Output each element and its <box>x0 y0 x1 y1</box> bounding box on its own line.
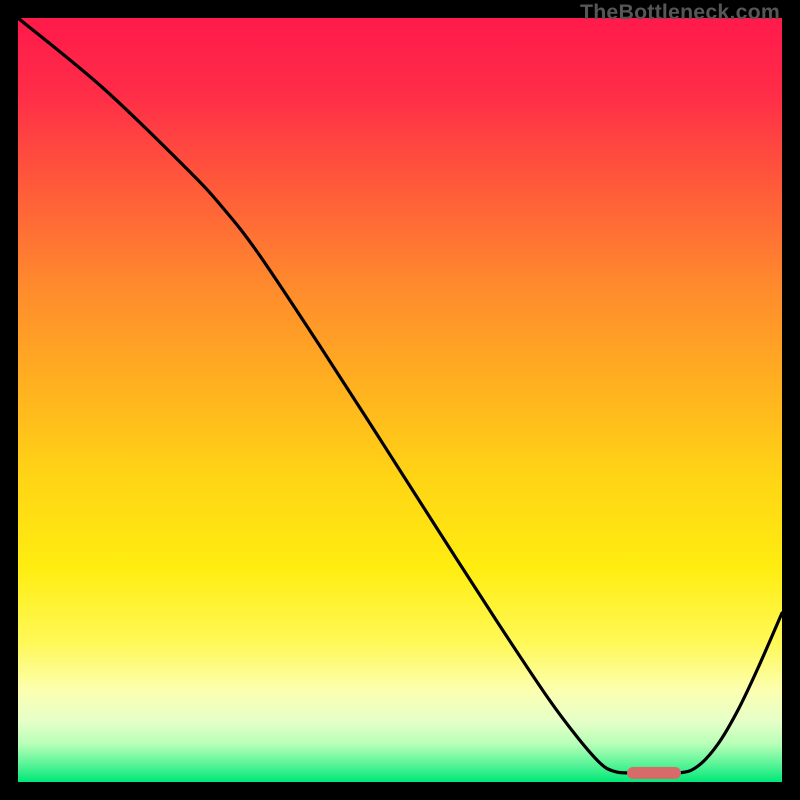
curve-layer <box>18 18 782 782</box>
chart-frame: TheBottleneck.com <box>0 0 800 800</box>
bottleneck-curve <box>18 18 782 774</box>
plot-area <box>18 18 782 782</box>
optimal-range-marker <box>627 767 681 779</box>
watermark-text: TheBottleneck.com <box>580 0 780 25</box>
